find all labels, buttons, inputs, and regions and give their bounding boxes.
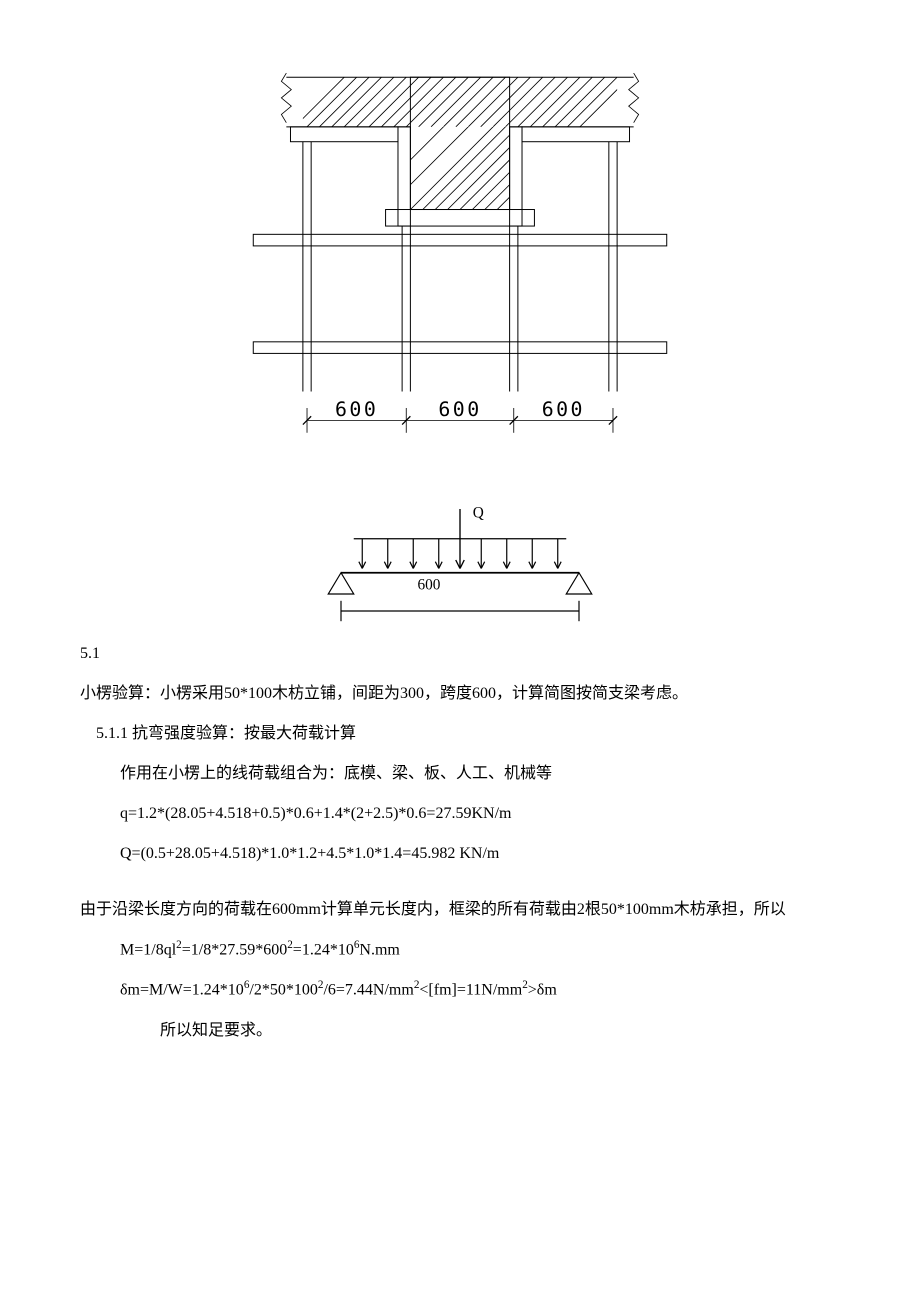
diagram2-svg: Q 600 [290,490,630,630]
eq-M-unit: N.mm [359,941,399,958]
dim-3: 600 [542,398,585,421]
h511: 5.1.1 抗弯强度验算：按最大荷载计算 [80,718,840,750]
eq-dm-b: /2*50*100 [249,982,317,999]
eq-dm: δm=M/W=1.24*106/2*50*1002/6=7.44N/mm2<[f… [80,974,840,1006]
beam-load-diagram: Q 600 [80,490,840,630]
dim-1: 600 [335,398,378,421]
dim-2: 600 [438,398,481,421]
diagram1-svg: 600 600 600 [245,60,675,450]
p2: 作用在小楞上的线荷载组合为：底模、梁、板、人工、机械等 [80,758,840,790]
eq-M: M=1/8ql2=1/8*27.59*6002=1.24*106N.mm [80,934,840,966]
p1: 小楞验算：小楞采用50*100木枋立铺，间距为300，跨度600，计算简图按简支… [80,678,840,710]
eq-q: q=1.2*(28.05+4.518+0.5)*0.6+1.4*(2+2.5)*… [80,798,840,830]
span-label: 600 [418,577,441,594]
eq-dm-a: δm=M/W=1.24*10 [120,982,244,999]
structural-section-diagram: 600 600 600 [80,60,840,450]
p4: 所以知足要求。 [80,1015,840,1047]
p3: 由于沿梁长度方向的荷载在600mm计算单元长度内，框梁的所有荷载由2根50*10… [80,894,840,926]
eq-M-pre: M=1/8ql [120,941,176,958]
eq-M-post: =1.24*10 [293,941,354,958]
eq-dm-d: <[fm]=11N/mm [419,982,522,999]
section-number: 5.1 [80,638,840,670]
eq-Q: Q=(0.5+28.05+4.518)*1.0*1.2+4.5*1.0*1.4=… [80,838,840,870]
eq-M-mid: =1/8*27.59*600 [182,941,287,958]
eq-dm-e: >δm [528,982,557,999]
load-label: Q [473,505,484,522]
eq-dm-c: /6=7.44N/mm [323,982,413,999]
